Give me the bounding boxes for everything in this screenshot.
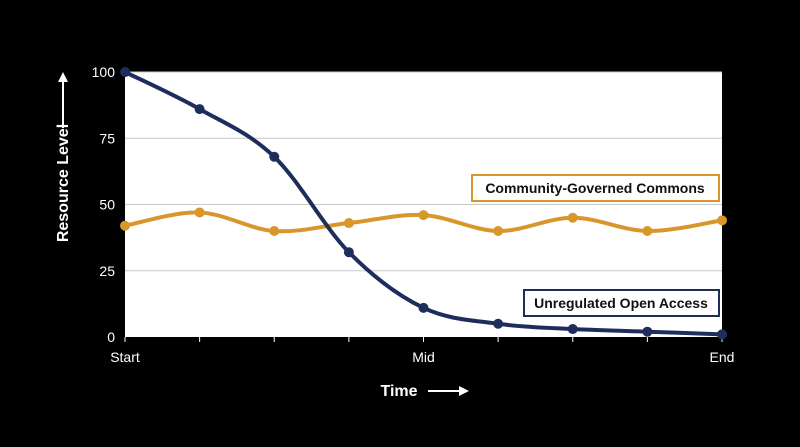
data-point-unregulated-open-access-4 xyxy=(418,302,429,313)
y-tick-label-50: 50 xyxy=(99,197,115,213)
legend-open-access-label: Unregulated Open Access xyxy=(534,295,708,311)
x-tick-label-start: Start xyxy=(110,349,140,365)
data-point-community-governed-commons-2 xyxy=(269,226,280,236)
data-point-unregulated-open-access-3 xyxy=(343,247,354,258)
legend-commons-box xyxy=(471,174,720,202)
x-axis-ticks xyxy=(124,337,723,342)
y-tick-label-75: 75 xyxy=(99,130,115,146)
legend-commons: Community-Governed Commons xyxy=(471,174,720,202)
x-axis-tick-labels: Start Mid End xyxy=(110,349,734,365)
data-point-community-governed-commons-0 xyxy=(120,220,130,231)
y-axis-title-group: Resource Level xyxy=(55,72,72,242)
legend-open-access: Unregulated Open Access xyxy=(523,289,720,317)
series-lines xyxy=(120,67,727,340)
x-tick-label-mid: Mid xyxy=(412,349,435,365)
data-point-community-governed-commons-1 xyxy=(194,207,205,218)
data-point-community-governed-commons-5 xyxy=(493,226,504,236)
legend-commons-label: Community-Governed Commons xyxy=(485,180,705,196)
x-tick-label-end: End xyxy=(710,349,735,365)
x-axis-arrowhead xyxy=(459,386,469,396)
series-line-unregulated-open-access xyxy=(123,70,724,337)
data-point-unregulated-open-access-1 xyxy=(194,104,205,115)
data-point-unregulated-open-access-2 xyxy=(269,151,280,162)
data-point-community-governed-commons-3 xyxy=(343,218,354,229)
data-point-unregulated-open-access-8 xyxy=(717,329,727,340)
y-tick-label-0: 0 xyxy=(107,329,115,345)
data-point-community-governed-commons-8 xyxy=(717,215,727,226)
data-point-community-governed-commons-6 xyxy=(567,212,578,223)
data-point-community-governed-commons-4 xyxy=(418,210,429,221)
y-axis-tick-labels: 0 25 50 75 100 xyxy=(92,64,116,345)
y-axis-title: Resource Level xyxy=(55,124,72,242)
data-point-community-governed-commons-7 xyxy=(642,226,653,236)
data-point-unregulated-open-access-6 xyxy=(567,324,578,335)
x-axis-title: Time xyxy=(380,383,417,400)
grid-lines xyxy=(125,71,722,272)
y-tick-label-25: 25 xyxy=(99,263,115,279)
legend-open-access-box xyxy=(523,289,720,317)
y-tick-label-100: 100 xyxy=(92,64,116,80)
y-axis-arrowhead xyxy=(58,72,68,82)
data-point-unregulated-open-access-7 xyxy=(642,326,653,337)
data-point-unregulated-open-access-5 xyxy=(493,318,504,329)
x-axis-title-group: Time xyxy=(380,383,469,400)
data-point-unregulated-open-access-0 xyxy=(120,67,130,77)
